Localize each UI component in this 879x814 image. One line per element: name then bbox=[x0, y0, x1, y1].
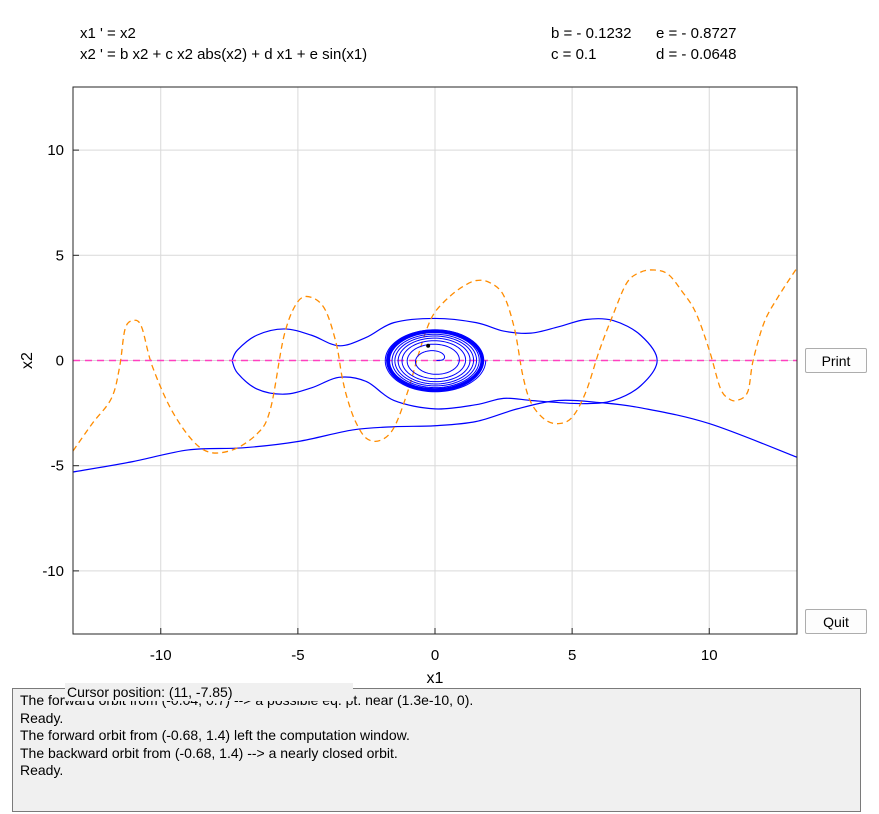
x-axis-label: x1 bbox=[427, 670, 444, 687]
phase-plane-plot[interactable]: -10 -5 0 5 10 -10 -5 0 5 10 x1 x2 bbox=[0, 0, 879, 690]
y-tick-label: 0 bbox=[56, 353, 64, 370]
x-tick-label: -5 bbox=[291, 647, 304, 664]
equation-line-2: x2 ' = b x2 + c x2 abs(x2) + d x1 + e si… bbox=[80, 46, 368, 63]
param-b: b = - 0.1232 bbox=[551, 25, 632, 42]
y-axis-label: x2 bbox=[19, 352, 36, 369]
plot-frame bbox=[72, 86, 798, 635]
message-line: The forward orbit from (-0.68, 1.4) left… bbox=[20, 727, 410, 743]
axis-ticks: -10 -5 0 5 10 -10 -5 0 5 10 bbox=[42, 142, 717, 664]
x-tick-label: 5 bbox=[568, 647, 576, 664]
equation-line-1: x1 ' = x2 bbox=[80, 25, 136, 42]
series-blue-solid-1 bbox=[231, 317, 658, 410]
message-line: Ready. bbox=[20, 762, 64, 778]
initial-point-marker bbox=[426, 343, 431, 348]
print-button[interactable]: Print bbox=[805, 348, 867, 373]
y-tick-label: -5 bbox=[51, 458, 64, 475]
y-tick-label: 5 bbox=[56, 247, 64, 264]
param-d: d = - 0.0648 bbox=[656, 46, 737, 63]
orbit-curves bbox=[73, 267, 797, 473]
message-line: The backward orbit from (-0.68, 1.4) -->… bbox=[20, 744, 398, 761]
y-tick-label: 10 bbox=[47, 142, 64, 159]
x-tick-label: 0 bbox=[431, 647, 439, 664]
cursor-position-readout: Cursor position: (11, -7.85) bbox=[65, 683, 353, 701]
param-c: c = 0.1 bbox=[551, 46, 597, 63]
x-tick-label: 10 bbox=[701, 647, 718, 664]
x-tick-label: -10 bbox=[150, 647, 172, 664]
message-panel: The forward orbit from (-0.04, 0.7) --> … bbox=[12, 688, 861, 812]
y-tick-label: -10 bbox=[42, 563, 64, 580]
param-e: e = - 0.8727 bbox=[656, 25, 737, 42]
limit-cycle bbox=[386, 329, 484, 392]
quit-button[interactable]: Quit bbox=[805, 609, 867, 634]
series-blue-solid-0 bbox=[73, 399, 797, 473]
message-line: Ready. bbox=[20, 709, 64, 726]
